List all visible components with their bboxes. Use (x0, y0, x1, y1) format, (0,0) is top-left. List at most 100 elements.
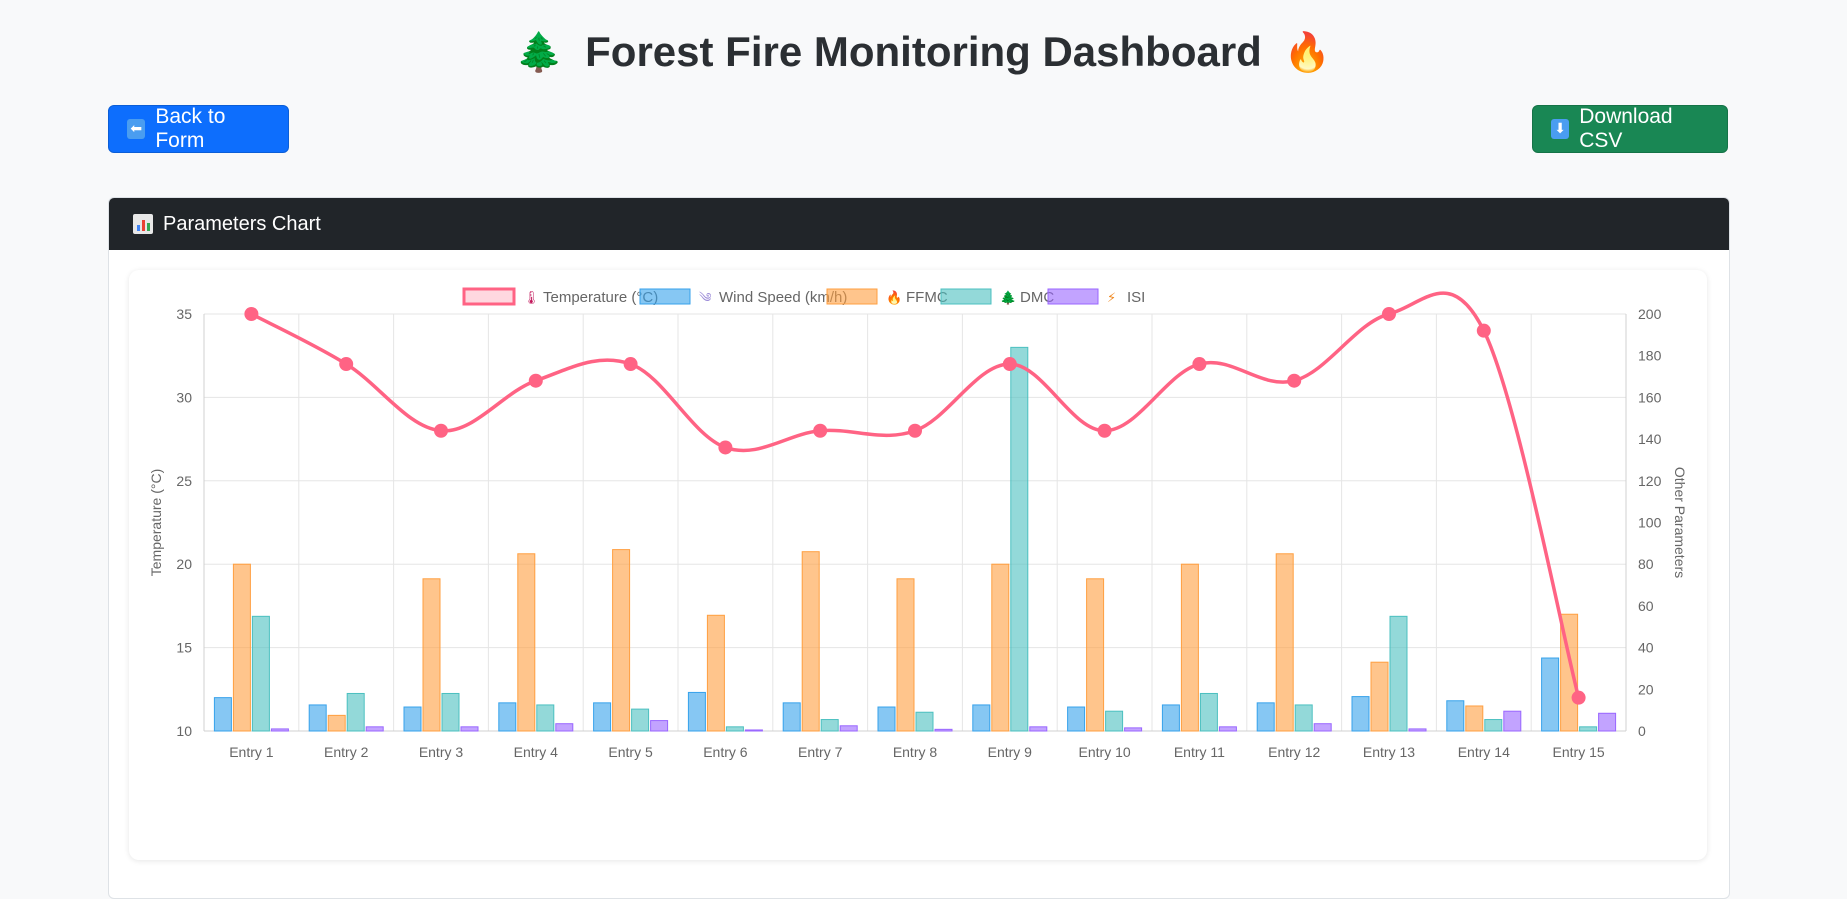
bar (744, 729, 763, 732)
chart-container: 10 15 20 25 30 35 0 20 40 60 80 100 120 140 160 180 200 E… (129, 270, 1707, 860)
temperature-point (528, 373, 543, 388)
bar (460, 726, 479, 732)
legend-label: Wind Speed (km/h) (719, 289, 847, 306)
legend-icon: ༄ (699, 290, 711, 305)
parameters-chart: 10 15 20 25 30 35 0 20 40 60 80 100 120 140 160 180 200 E… (148, 287, 1688, 760)
y2-tick-label: 0 (1638, 723, 1646, 739)
bar (650, 720, 669, 732)
x-tick-label: Entry 15 (1553, 744, 1605, 760)
bar (1351, 696, 1370, 732)
bar (517, 553, 536, 732)
y-tick-label: 15 (176, 640, 192, 656)
bar (877, 706, 896, 732)
bar-chart-icon (133, 214, 153, 234)
page-title: 🌲 Forest Fire Monitoring Dashboard 🔥 (0, 28, 1847, 76)
y-tick-label: 35 (176, 306, 192, 322)
temperature-point (718, 440, 733, 455)
bar (403, 706, 422, 732)
temperature-point (1287, 373, 1302, 388)
bar (725, 726, 744, 732)
bar (251, 615, 270, 732)
download-csv-button[interactable]: ⬇ Download CSV (1532, 105, 1728, 153)
bar (1408, 728, 1427, 732)
bar (1218, 726, 1237, 732)
temperature-point (1192, 357, 1207, 372)
x-tick-label: Entry 1 (229, 744, 274, 760)
bar (782, 702, 801, 732)
y2-axis-title: Other Parameters (1672, 467, 1688, 578)
bar (1105, 710, 1124, 732)
legend-label: Temperature (°C) (543, 289, 658, 306)
bar (1541, 657, 1560, 732)
x-tick-label: Entry 4 (514, 744, 559, 760)
bar (365, 726, 384, 732)
temperature-point (813, 423, 828, 438)
bar (1029, 726, 1048, 732)
x-tick-label: Entry 8 (893, 744, 938, 760)
x-tick-label: Entry 14 (1458, 744, 1510, 760)
bar (1161, 704, 1180, 732)
bar (308, 704, 327, 732)
y-tick-label: 20 (176, 556, 192, 572)
back-to-form-button[interactable]: ⬅ Back to Form (108, 105, 289, 153)
y2-tick-label: 80 (1638, 556, 1654, 572)
bar (1389, 615, 1408, 732)
y2-tick-label: 160 (1638, 389, 1662, 405)
bar (593, 702, 612, 732)
temperature-point (623, 357, 638, 372)
back-button-label: Back to Form (155, 105, 226, 152)
bar (801, 551, 820, 732)
bar (1086, 578, 1105, 732)
bar (555, 723, 574, 732)
temperature-point (1476, 323, 1491, 338)
bar (934, 728, 953, 732)
bar (1180, 563, 1199, 732)
legend-icon: 🌲 (1000, 290, 1016, 305)
temperature-point (434, 423, 448, 438)
bar (422, 578, 441, 732)
y2-tick-label: 200 (1638, 306, 1662, 322)
legend-swatch (639, 288, 691, 305)
bar (915, 711, 934, 732)
bar (498, 702, 517, 732)
bar (1598, 712, 1617, 732)
bar (706, 614, 725, 732)
bar (1579, 726, 1598, 732)
legend-label: FFMC (906, 289, 948, 306)
bar (213, 697, 232, 732)
legend-swatch (826, 288, 878, 305)
y-tick-label: 30 (176, 389, 192, 405)
bar (1275, 553, 1294, 732)
temperature-point (908, 423, 922, 438)
x-tick-label: Entry 11 (1174, 744, 1225, 760)
fire-icon: 🔥 (1283, 29, 1332, 74)
legend-icon: 🔥 (886, 290, 902, 305)
bar (991, 563, 1010, 732)
bar (1256, 702, 1275, 732)
bar (1484, 719, 1503, 732)
y2-tick-label: 180 (1638, 348, 1662, 364)
bar (1010, 346, 1029, 732)
legend-swatch (462, 287, 516, 306)
bar (687, 691, 706, 732)
bar (441, 692, 460, 732)
y-axis-title: Temperature (°C) (148, 469, 164, 577)
down-arrow-icon: ⬇ (1551, 119, 1570, 139)
card-header: Parameters Chart (109, 198, 1729, 250)
bar (820, 719, 839, 732)
y2-tick-label: 40 (1638, 640, 1654, 656)
y-tick-label: 25 (176, 473, 192, 489)
temperature-point (339, 357, 354, 372)
legend-icon: 🌡 (523, 290, 540, 305)
parameters-chart-card: Parameters Chart 10 15 20 25 30 35 0 20 40 60 80 10… (108, 197, 1730, 899)
x-tick-label: Entry 12 (1268, 744, 1320, 760)
bar (612, 549, 631, 732)
legend-label: DMC (1020, 289, 1054, 306)
x-tick-label: Entry 9 (988, 744, 1033, 760)
temperature-point (1097, 423, 1112, 438)
x-tick-label: Entry 5 (608, 744, 653, 760)
x-tick-label: Entry 10 (1079, 744, 1131, 760)
bar (1465, 705, 1484, 732)
bar (1124, 727, 1143, 732)
temperature-point (244, 307, 259, 321)
